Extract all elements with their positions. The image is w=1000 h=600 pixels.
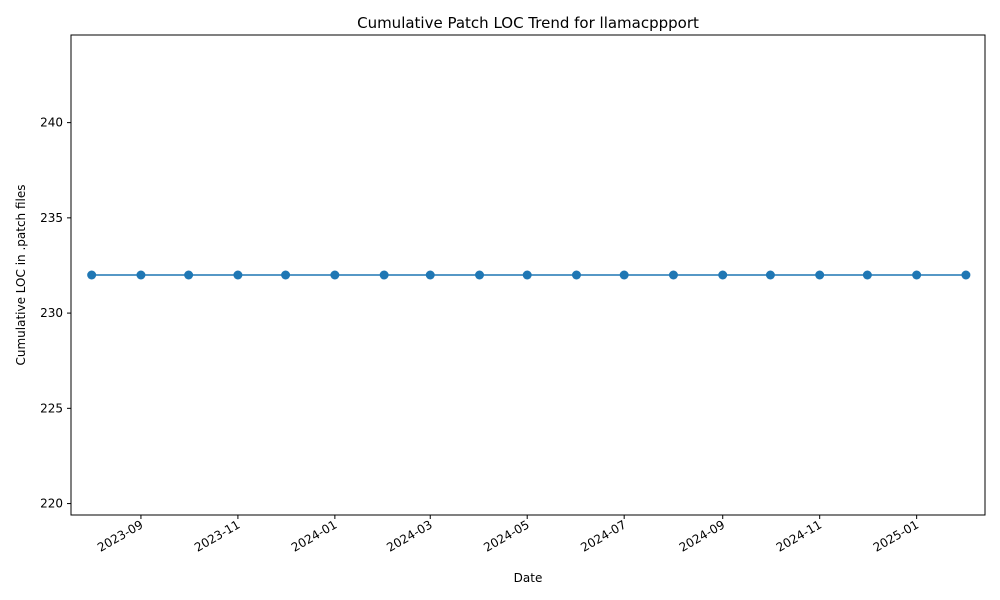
data-point (233, 270, 243, 280)
data-point (379, 270, 389, 280)
x-tick-label: 2024-05 (481, 517, 531, 554)
x-tick-label: 2025-01 (871, 517, 921, 554)
x-tick-label: 2024-07 (578, 517, 628, 554)
y-axis-label: Cumulative LOC in .patch files (14, 185, 28, 366)
x-tick-label: 2023-09 (95, 517, 145, 554)
data-point (522, 270, 532, 280)
data-point (425, 270, 435, 280)
data-point (815, 270, 825, 280)
x-tick-label: 2024-03 (384, 517, 434, 554)
x-axis-label: Date (514, 571, 543, 585)
x-tick-label: 2024-11 (774, 517, 824, 554)
data-point (668, 270, 678, 280)
data-point (184, 270, 194, 280)
series-group (87, 270, 971, 280)
data-point (862, 270, 872, 280)
y-tick-label: 230 (40, 306, 63, 320)
plot-frame (70, 34, 986, 516)
data-point (571, 270, 581, 280)
tick-group: 220 225 230 235 240 2023-09 2023-11 2024-01 2024… (40, 116, 921, 555)
data-point (718, 270, 728, 280)
x-tick-label: 2024-09 (677, 517, 727, 554)
data-point (281, 270, 291, 280)
y-tick-label: 225 (40, 401, 63, 415)
data-point (765, 270, 775, 280)
x-tick-label: 2024-01 (289, 517, 339, 554)
y-tick-label: 220 (40, 497, 63, 511)
x-tick-label: 2023-11 (192, 517, 242, 554)
chart-title: Cumulative Patch LOC Trend for llamacppp… (357, 14, 699, 32)
data-point (912, 270, 922, 280)
y-tick-label: 240 (40, 116, 63, 130)
y-tick-label: 235 (40, 211, 63, 225)
data-point (475, 270, 485, 280)
axes (70, 34, 986, 516)
data-point (619, 270, 629, 280)
data-point (136, 270, 146, 280)
data-point (330, 270, 340, 280)
data-point (961, 270, 971, 280)
data-point (87, 270, 97, 280)
